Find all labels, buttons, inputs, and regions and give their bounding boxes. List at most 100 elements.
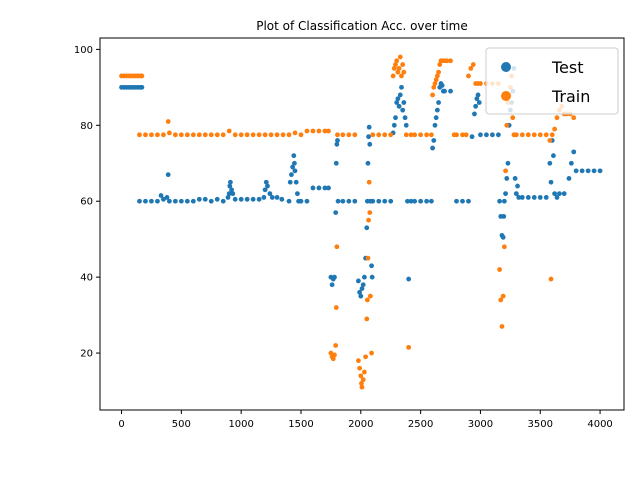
point-test-105 <box>402 115 408 121</box>
point-test-48 <box>287 179 293 185</box>
point-train-65 <box>365 255 371 261</box>
point-test-129 <box>469 134 475 140</box>
point-train-77 <box>393 62 398 67</box>
point-test-40 <box>262 187 268 193</box>
point-train-9 <box>139 73 145 79</box>
point-test-93 <box>382 198 388 204</box>
point-train-29 <box>244 132 250 138</box>
point-train-137 <box>548 276 554 282</box>
point-train-52 <box>340 132 346 138</box>
point-train-14 <box>161 132 166 138</box>
point-train-23 <box>208 132 214 138</box>
point-test-102 <box>399 84 404 90</box>
point-train-32 <box>262 132 268 138</box>
point-test-69 <box>334 141 340 147</box>
point-test-175 <box>585 168 591 174</box>
point-test-155 <box>515 183 520 189</box>
point-test-154 <box>513 191 519 197</box>
point-train-91 <box>428 132 434 138</box>
point-test-29 <box>226 191 232 197</box>
point-test-94 <box>388 198 394 204</box>
point-train-53 <box>346 132 352 138</box>
point-train-46 <box>330 356 336 362</box>
point-train-113 <box>478 81 483 86</box>
point-test-64 <box>329 282 335 288</box>
point-test-71 <box>335 198 341 204</box>
point-test-49 <box>289 172 294 178</box>
point-test-53 <box>292 168 298 174</box>
point-test-91 <box>370 198 376 204</box>
point-train-102 <box>444 58 450 64</box>
point-train-140 <box>554 115 560 121</box>
point-test-112 <box>424 198 429 204</box>
point-train-73 <box>382 132 388 138</box>
point-test-31 <box>228 179 233 185</box>
point-train-79 <box>395 69 401 75</box>
point-train-98 <box>437 62 443 67</box>
point-train-132 <box>525 132 531 138</box>
legend-label-train: Train <box>551 87 590 106</box>
y-tick-label-1: 40 <box>80 273 93 284</box>
point-test-16 <box>164 195 170 200</box>
point-test-89 <box>369 263 374 269</box>
point-test-98 <box>394 100 400 105</box>
point-test-153 <box>512 176 518 181</box>
legend-marker-test <box>501 62 511 72</box>
point-test-157 <box>519 195 525 200</box>
point-train-69 <box>367 293 373 299</box>
point-test-34 <box>232 196 238 202</box>
point-train-12 <box>149 132 154 138</box>
point-train-84 <box>401 69 407 75</box>
point-train-93 <box>431 84 437 90</box>
point-test-62 <box>326 185 331 191</box>
point-train-146 <box>571 115 577 121</box>
point-train-35 <box>280 132 286 138</box>
point-test-97 <box>393 115 398 121</box>
point-test-104 <box>401 100 407 105</box>
point-test-119 <box>436 100 441 105</box>
point-test-176 <box>591 168 597 174</box>
point-test-118 <box>434 107 440 113</box>
point-train-97 <box>436 69 441 75</box>
x-tick-label-8: 4000 <box>587 419 612 430</box>
point-test-117 <box>433 115 439 121</box>
point-train-122 <box>503 168 508 174</box>
point-test-103 <box>400 107 406 113</box>
point-train-117 <box>497 267 502 272</box>
point-test-138 <box>495 132 501 138</box>
point-test-85 <box>366 134 371 140</box>
point-test-50 <box>290 164 296 170</box>
point-test-33 <box>230 191 236 197</box>
point-test-167 <box>554 195 560 200</box>
point-test-55 <box>295 191 300 197</box>
point-train-16 <box>166 130 172 136</box>
point-test-15 <box>161 196 166 202</box>
point-test-90 <box>369 274 375 280</box>
point-train-27 <box>232 132 238 138</box>
chart-title: Plot of Classification Acc. over time <box>256 19 468 33</box>
point-test-87 <box>367 141 373 147</box>
point-train-90 <box>424 132 429 138</box>
point-test-17 <box>165 172 171 178</box>
point-test-39 <box>261 195 267 200</box>
x-tick-label-5: 2500 <box>408 419 433 430</box>
point-test-156 <box>516 195 522 200</box>
point-train-128 <box>510 115 516 121</box>
point-test-70 <box>335 138 340 143</box>
point-test-80 <box>361 274 367 280</box>
point-train-31 <box>256 132 262 138</box>
point-test-26 <box>214 196 220 202</box>
point-test-43 <box>267 191 273 197</box>
ticks-layer: 0 500 1000 1500 2000 2500 3000 3500 4000 20 40 60 80… <box>74 45 613 430</box>
point-test-47 <box>286 198 292 204</box>
point-train-34 <box>274 132 280 138</box>
point-test-66 <box>332 274 337 280</box>
point-train-41 <box>316 128 322 134</box>
point-test-161 <box>543 195 549 200</box>
point-train-85 <box>403 132 409 138</box>
point-train-72 <box>376 132 382 138</box>
point-train-56 <box>357 365 363 371</box>
point-test-92 <box>376 198 382 204</box>
point-test-99 <box>395 96 401 102</box>
x-tick-label-6: 3000 <box>468 419 493 430</box>
